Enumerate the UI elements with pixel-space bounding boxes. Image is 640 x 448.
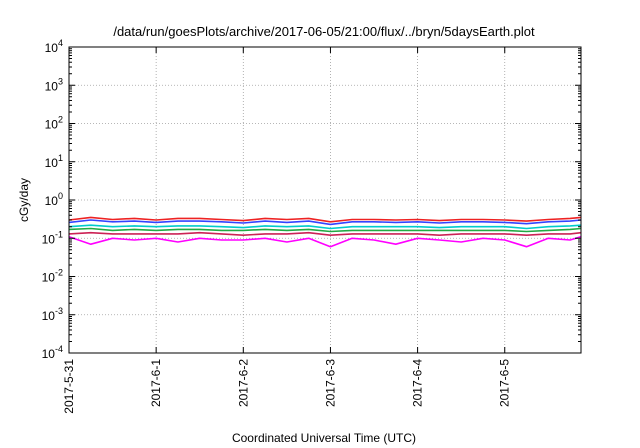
y-tick-base: 10 (42, 232, 56, 246)
y-tick-base: 10 (45, 79, 59, 93)
y-tick-base: 10 (45, 41, 59, 55)
series-group (68, 216, 582, 248)
axis-ticks: 10-410-310-210-11001011021031042017-5-31… (42, 38, 581, 414)
x-axis-label: Coordinated Universal Time (UTC) (232, 431, 416, 445)
y-tick-exponent: -4 (55, 344, 63, 354)
y-tick-exponent: 4 (58, 38, 63, 48)
y-tick-exponent: -1 (55, 229, 63, 239)
y-tick-label: 10-3 (42, 306, 63, 323)
chart-title: /data/run/goesPlots/archive/2017-06-05/2… (113, 24, 535, 39)
series-line (68, 216, 582, 223)
series-line (68, 235, 582, 248)
x-tick-label: 2017-5-31 (62, 359, 76, 414)
y-tick-base: 10 (42, 347, 56, 361)
y-tick-label: 100 (45, 191, 63, 208)
x-tick-label: 2017-6-3 (323, 359, 337, 407)
y-tick-label: 10-4 (42, 344, 63, 361)
y-tick-exponent: -2 (55, 268, 63, 278)
y-tick-label: 103 (45, 76, 63, 93)
series-line (68, 231, 582, 236)
y-tick-base: 10 (45, 118, 59, 132)
y-tick-label: 101 (45, 153, 63, 170)
y-tick-label: 10-1 (42, 229, 63, 246)
y-tick-exponent: 1 (58, 153, 63, 163)
y-tick-exponent: 2 (58, 115, 63, 125)
y-tick-base: 10 (45, 194, 59, 208)
y-tick-label: 104 (45, 38, 63, 55)
y-tick-exponent: -3 (55, 306, 63, 316)
x-tick-label: 2017-6-5 (498, 359, 512, 407)
series-line (68, 219, 582, 226)
grid-lines (69, 47, 581, 353)
y-tick-base: 10 (42, 271, 56, 285)
x-tick-label: 2017-6-4 (411, 359, 425, 407)
y-tick-base: 10 (45, 156, 59, 170)
x-tick-label: 2017-6-1 (149, 359, 163, 407)
y-tick-label: 102 (45, 115, 63, 132)
y-tick-exponent: 0 (58, 191, 63, 201)
series-line (68, 227, 582, 233)
series-line (68, 224, 582, 230)
y-tick-base: 10 (42, 309, 56, 323)
x-tick-label: 2017-6-2 (236, 359, 250, 407)
y-tick-exponent: 3 (58, 76, 63, 86)
y-axis-label: cGy/day (17, 178, 31, 222)
y-tick-label: 10-2 (42, 268, 63, 285)
